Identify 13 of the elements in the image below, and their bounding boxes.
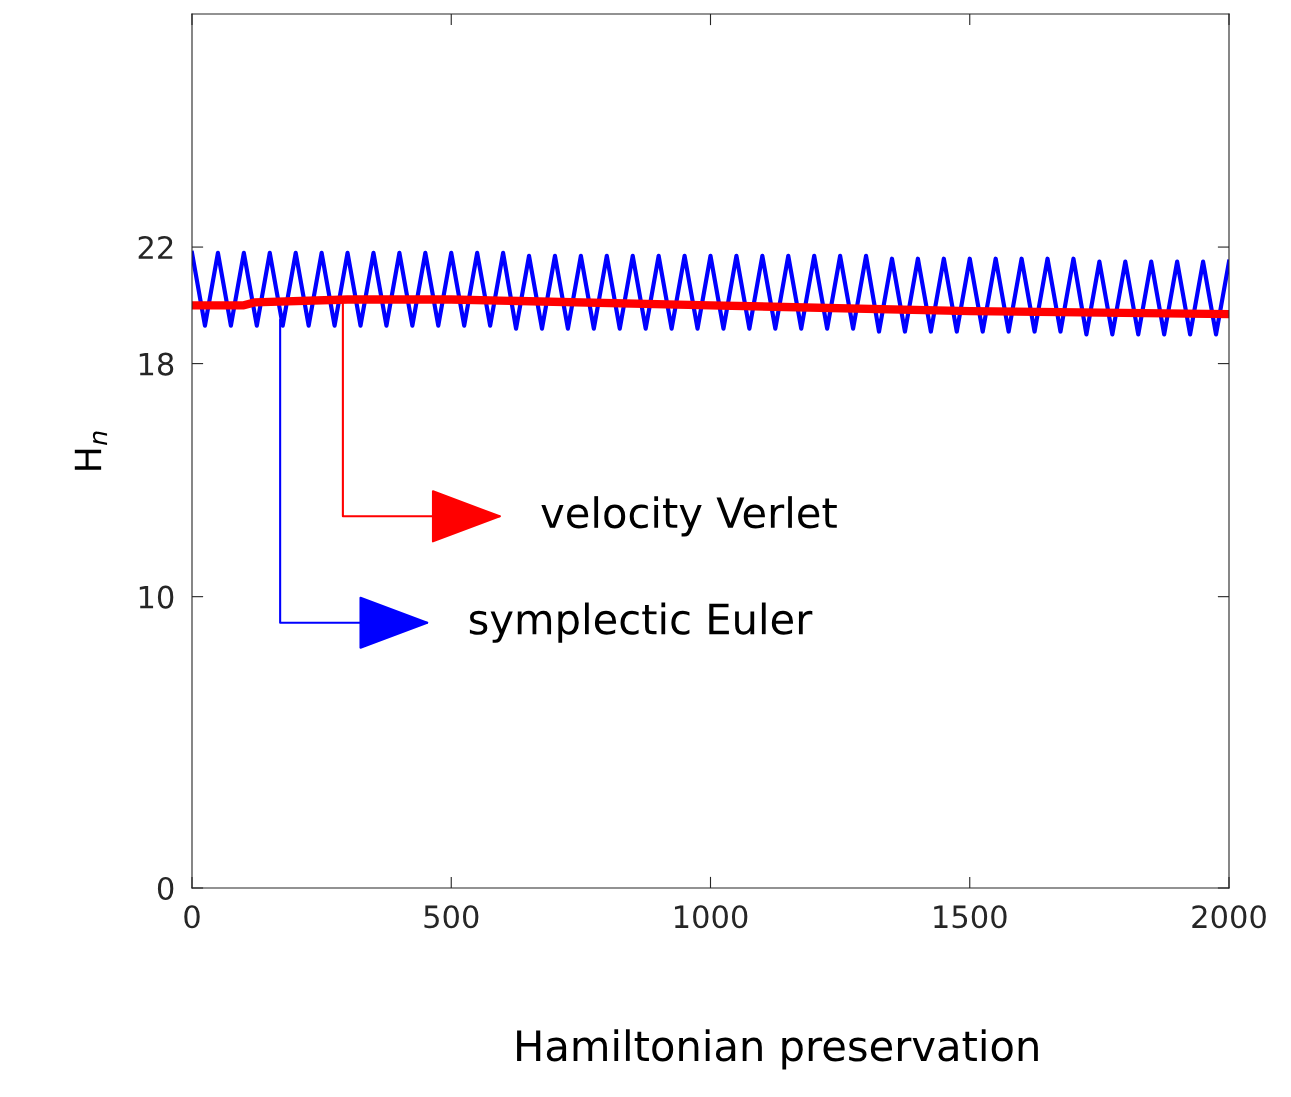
y-tick-label: 18 xyxy=(139,352,174,376)
x-axis-title: Hamiltonian preservation xyxy=(517,1029,1038,1070)
x-tick-label: 1500 xyxy=(934,905,1007,929)
annotation: velocity Verlet xyxy=(541,496,837,537)
y-tick-label: 0 xyxy=(157,876,174,901)
x-tick-label: 1000 xyxy=(674,905,748,929)
x-tick-label: 2000 xyxy=(1192,905,1266,929)
y-tick-label: 22 xyxy=(138,236,173,259)
y-axis-title: H$_{n}$ xyxy=(74,431,108,470)
x-tick-label: 500 xyxy=(424,905,479,929)
annotation: symplectic Euler xyxy=(469,602,813,643)
x-tick-label: 0 xyxy=(184,905,200,929)
y-tick-label: 10 xyxy=(139,585,174,609)
